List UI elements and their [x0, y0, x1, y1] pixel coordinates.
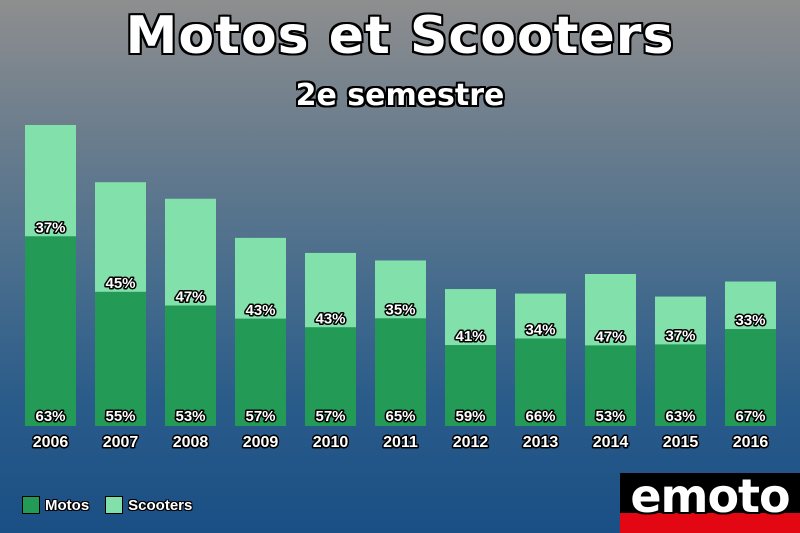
bar-motos-2013: [515, 338, 566, 426]
bar-scooters-2011: [375, 260, 426, 319]
chart-legend: Motos Scooters: [22, 496, 208, 514]
bar-motos-2009: [235, 318, 286, 426]
label-scooters-2012: 41%: [455, 328, 485, 345]
x-tick-2007: 2007: [103, 434, 139, 451]
logo-red-band: [620, 513, 800, 533]
bar-scooters-2015: [655, 296, 706, 345]
x-tick-2009: 2009: [243, 434, 279, 451]
label-motos-2013: 66%: [525, 408, 555, 425]
legend-label-scooters: Scooters: [128, 496, 193, 514]
bar-scooters-2014: [585, 273, 636, 346]
x-tick-2015: 2015: [663, 434, 699, 451]
label-motos-2007: 55%: [105, 408, 135, 425]
label-scooters-2011: 35%: [385, 301, 415, 318]
label-scooters-2008: 47%: [175, 289, 205, 306]
emoto-logo: emoto: [620, 473, 800, 533]
chart-title: Motos et Scooters: [125, 6, 675, 66]
x-tick-2014: 2014: [593, 434, 629, 451]
legend-item-motos: Motos: [22, 496, 89, 514]
bar-motos-2008: [165, 305, 216, 426]
x-tick-2008: 2008: [173, 434, 209, 451]
legend-swatch-scooters: [105, 496, 124, 514]
x-tick-2012: 2012: [453, 434, 489, 451]
label-scooters-2010: 43%: [315, 310, 345, 327]
label-motos-2011: 65%: [385, 408, 415, 425]
x-tick-2006: 2006: [33, 434, 69, 451]
bar-motos-2006: [25, 236, 76, 426]
x-tick-2016: 2016: [733, 434, 769, 451]
label-scooters-2009: 43%: [245, 302, 275, 319]
label-motos-2009: 57%: [245, 408, 275, 425]
label-scooters-2016: 33%: [735, 312, 765, 329]
legend-item-scooters: Scooters: [105, 496, 192, 514]
bar-scooters-2008: [165, 198, 216, 306]
label-scooters-2013: 34%: [525, 322, 555, 339]
bar-motos-2015: [655, 344, 706, 426]
bar-scooters-2016: [725, 281, 776, 330]
x-tick-2010: 2010: [313, 434, 349, 451]
bar-motos-2007: [95, 291, 146, 426]
label-scooters-2007: 45%: [105, 275, 135, 292]
label-motos-2012: 59%: [455, 408, 485, 425]
bar-motos-2011: [375, 318, 426, 426]
x-tick-2011: 2011: [383, 434, 418, 451]
bar-scooters-2006: [25, 125, 76, 237]
bar-scooters-2009: [235, 237, 286, 319]
bar-motos-2012: [445, 345, 496, 426]
bar-scooters-2007: [95, 182, 146, 292]
chart-subtitle: 2e semestre: [295, 78, 505, 113]
label-scooters-2014: 47%: [595, 328, 625, 345]
label-scooters-2015: 37%: [665, 327, 695, 344]
label-motos-2008: 53%: [175, 408, 205, 425]
x-tick-2013: 2013: [523, 434, 559, 451]
legend-swatch-motos: [22, 496, 40, 514]
bar-motos-2016: [725, 329, 776, 426]
bar-motos-2010: [305, 327, 356, 426]
logo-text: emoto: [630, 473, 790, 523]
bar-motos-2014: [585, 345, 636, 426]
bar-scooters-2012: [445, 289, 496, 346]
label-scooters-2006: 37%: [35, 219, 65, 236]
label-motos-2016: 67%: [735, 408, 765, 425]
label-motos-2006: 63%: [35, 408, 65, 425]
label-motos-2014: 53%: [595, 408, 625, 425]
legend-label-motos: Motos: [45, 496, 90, 514]
label-motos-2010: 57%: [315, 408, 345, 425]
bar-scooters-2013: [515, 293, 566, 339]
label-motos-2015: 63%: [665, 408, 695, 425]
bar-scooters-2010: [305, 252, 356, 328]
